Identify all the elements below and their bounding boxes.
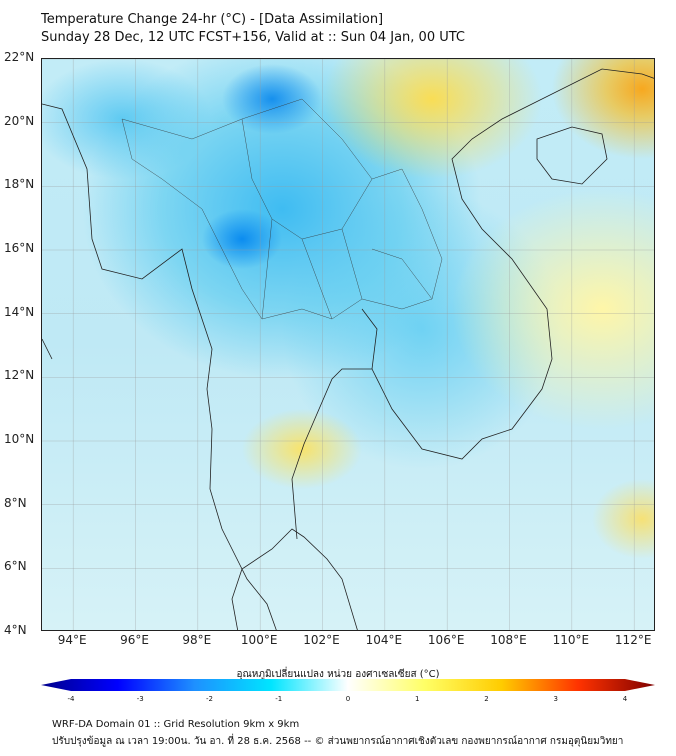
lon-label: 98°E	[182, 633, 212, 647]
lon-label: 110°E	[552, 633, 590, 647]
map-title: Temperature Change 24-hr (°C) - [Data As…	[41, 12, 384, 27]
lon-label: 108°E	[490, 633, 527, 647]
colorbar-tick: -3	[136, 695, 144, 703]
map-subtitle: Sunday 28 Dec, 12 UTC FCST+156, Valid at…	[41, 30, 465, 45]
province-borders	[121, 98, 443, 320]
lon-label: 112°E	[614, 633, 652, 647]
colorbar-bar	[41, 679, 655, 691]
lon-label: 102°E	[303, 633, 340, 647]
lat-label: 10°N	[4, 432, 35, 446]
colorbar-tick: -1	[275, 695, 283, 703]
colorbar-tick: -2	[206, 695, 213, 703]
lat-label: 16°N	[4, 241, 35, 255]
lat-label: 4°N	[4, 623, 27, 637]
lon-label: 94°E	[57, 633, 87, 647]
coastline-mainland	[42, 68, 654, 630]
colorbar-title: อุณหภูมิเปลี่ยนแปลง หน่วย องศาเซลเซียส (…	[236, 669, 440, 680]
lat-label: 8°N	[4, 495, 27, 510]
lat-label: 14°N	[4, 304, 35, 319]
colorbar-tick: 1	[415, 695, 420, 703]
lat-label: 20°N	[4, 113, 35, 128]
colorbar-tick: -4	[67, 695, 75, 703]
graticule	[42, 59, 654, 630]
colorbar-tick: 2	[484, 695, 489, 703]
lon-label: 106°E	[427, 633, 465, 647]
lon-label: 104°E	[365, 633, 403, 647]
colorbar-tick: 3	[553, 695, 558, 703]
map-overlay	[42, 59, 654, 630]
lon-label: 96°E	[120, 633, 149, 647]
coastlines	[42, 68, 654, 630]
lat-label: 18°N	[4, 177, 35, 192]
coastline-hainan	[536, 126, 608, 185]
colorbar-tick: 0	[345, 695, 351, 703]
coastline-gulf	[361, 308, 378, 370]
colorbar	[41, 679, 655, 691]
temperature-change-map	[41, 58, 655, 631]
lon-label: 100°E	[240, 633, 278, 647]
lat-label: 22°N	[4, 50, 35, 64]
lat-label: 6°N	[4, 559, 27, 574]
footer-credit: ปรับปรุงข้อมูล ณ เวลา 19:00น. วัน อา. ที…	[52, 736, 624, 747]
colorbar-tick: 4	[622, 695, 628, 703]
footer-model-info: WRF-DA Domain 01 :: Grid Resolution 9km …	[52, 719, 300, 730]
lat-label: 12°N	[4, 368, 35, 383]
